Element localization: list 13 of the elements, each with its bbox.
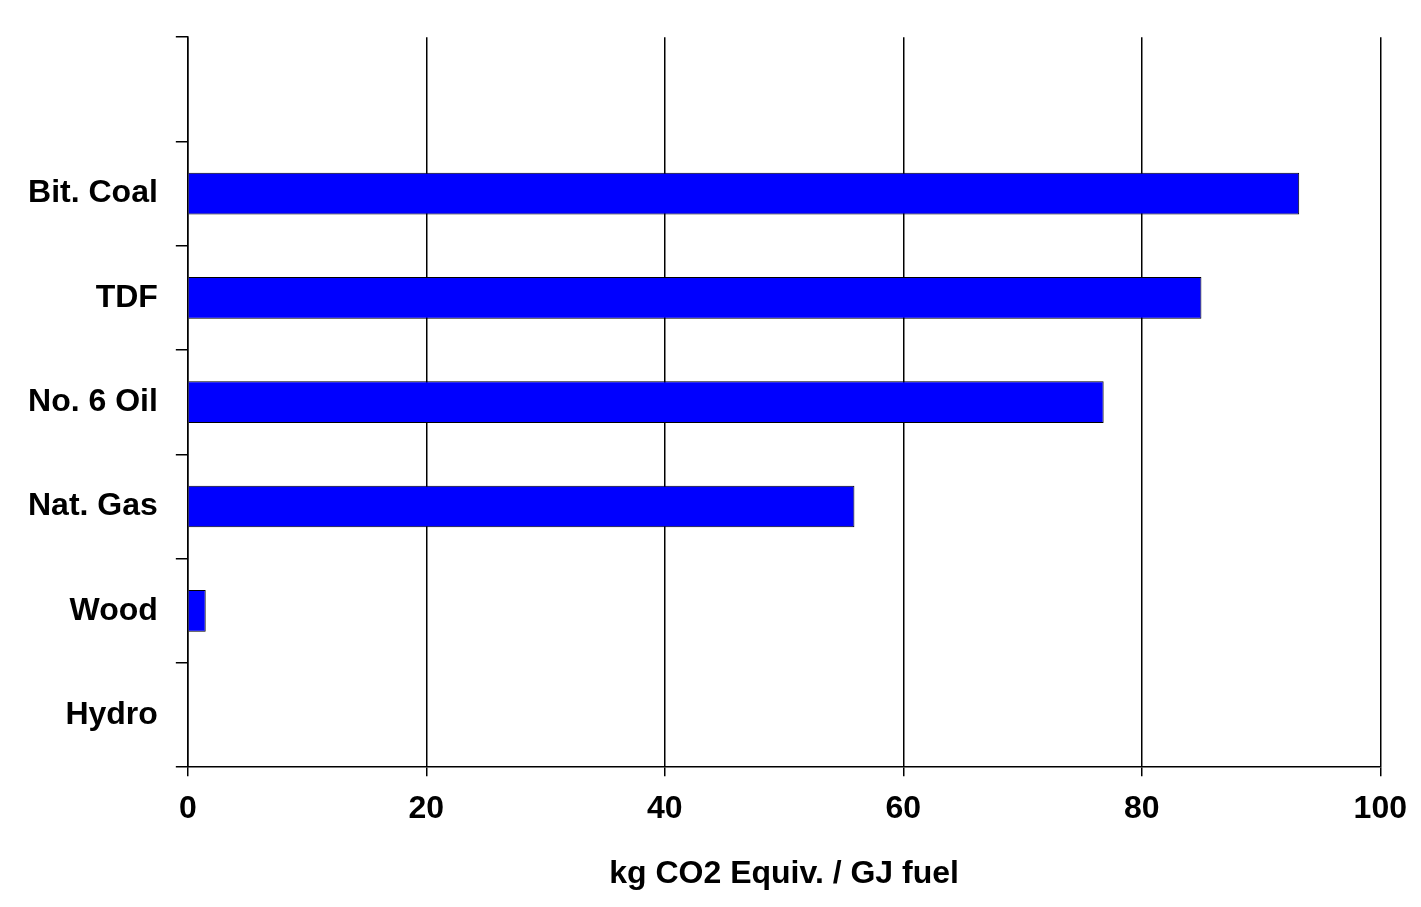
x-tick-label: 60: [885, 789, 922, 826]
x-axis-title: kg CO2 Equiv. / GJ fuel: [609, 853, 959, 890]
x-tick-label: 0: [178, 789, 197, 826]
y-tick-label: Bit. Coal: [28, 173, 158, 210]
x-tick-label: 20: [408, 789, 445, 826]
y-tick-label: Wood: [69, 590, 158, 627]
x-tick-label: 40: [647, 789, 683, 826]
x-tick-label: 100: [1353, 789, 1407, 826]
y-tick-label: Hydro: [65, 694, 158, 731]
y-tick-label: No. 6 Oil: [28, 382, 158, 419]
y-tick-label: TDF: [95, 277, 158, 314]
y-tick-label: Nat. Gas: [28, 486, 158, 523]
x-tick-label: 80: [1124, 789, 1160, 826]
